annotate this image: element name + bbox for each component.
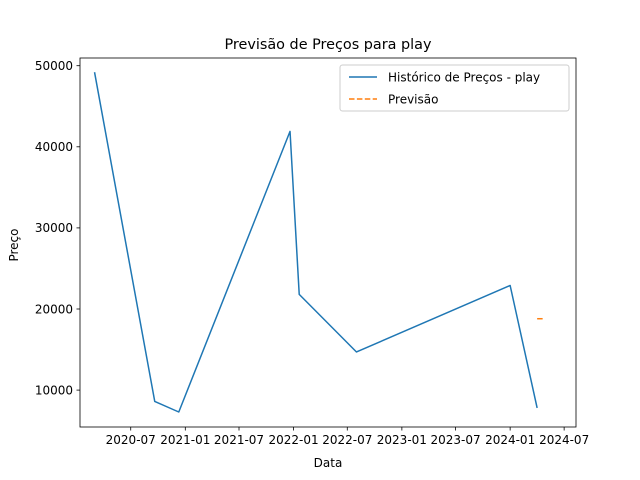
legend-box [339,64,570,112]
legend: Histórico de Preços - play Previsão [339,64,570,112]
legend-label-1: Previsão [388,93,438,107]
x-tick-label-8: 2024-07 [539,433,589,447]
x-tick-label-4: 2022-07 [322,433,372,447]
y-tick-label-2: 30000 [35,221,73,235]
x-tick-label-6: 2023-07 [430,433,480,447]
legend-label-0: Histórico de Preços - play [388,71,540,85]
y-tick-label-0: 10000 [35,383,73,397]
x-tick-label-7: 2024-01 [485,433,535,447]
axes-frame [79,57,577,428]
x-tick-label-2: 2021-07 [214,433,264,447]
series-line-0 [93,72,538,413]
chart-title: Previsão de Preços para play [224,37,432,53]
x-tick-label-5: 2023-01 [377,433,427,447]
x-tick-label-3: 2022-01 [269,433,319,447]
x-tick-label-1: 2021-01 [160,433,210,447]
x-axis-label: Data [314,456,343,470]
x-tick-label-0: 2020-07 [106,433,156,447]
y-tick-label-4: 50000 [35,59,73,73]
y-tick-label-1: 20000 [35,302,73,316]
y-axis-label: Preço [7,228,21,261]
plot-area: 2020-07 2021-01 2021-07 2022-01 2022-07 2023-… [35,57,589,447]
y-tick-label-3: 40000 [35,140,73,154]
